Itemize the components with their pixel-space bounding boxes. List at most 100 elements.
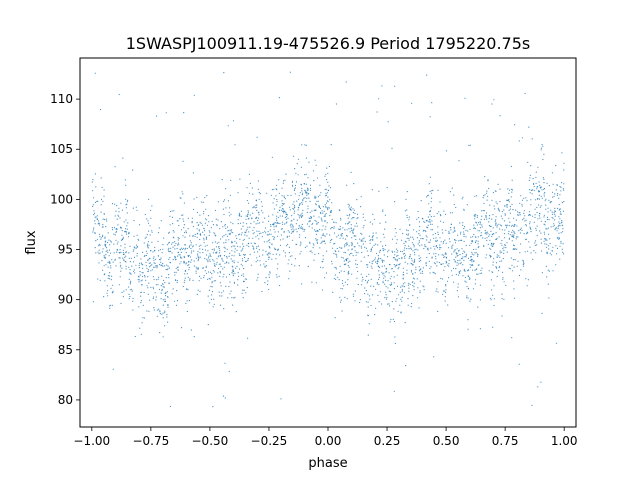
scatter-point — [351, 273, 353, 275]
scatter-point — [502, 258, 504, 260]
scatter-point — [413, 278, 415, 280]
scatter-point — [202, 267, 204, 269]
scatter-point — [302, 228, 304, 230]
scatter-point — [140, 300, 142, 302]
scatter-point — [213, 263, 215, 265]
scatter-point — [562, 228, 564, 230]
scatter-point — [451, 245, 453, 247]
scatter-point — [313, 180, 315, 182]
scatter-point — [522, 219, 524, 221]
scatter-point — [167, 304, 169, 306]
scatter-point — [560, 232, 562, 234]
scatter-point — [372, 260, 374, 262]
scatter-point — [401, 256, 403, 259]
scatter-point — [275, 222, 277, 224]
scatter-point — [159, 313, 161, 315]
scatter-point — [197, 255, 199, 257]
scatter-point — [479, 223, 481, 226]
scatter-point — [221, 259, 223, 261]
scatter-point — [398, 266, 400, 268]
scatter-point — [145, 279, 147, 281]
scatter-point — [503, 246, 505, 248]
scatter-point — [212, 269, 214, 272]
scatter-point — [303, 230, 305, 232]
scatter-point — [349, 213, 351, 216]
scatter-point — [483, 195, 485, 197]
scatter-point — [513, 231, 515, 233]
scatter-point — [143, 317, 145, 319]
scatter-point — [200, 234, 202, 236]
scatter-point — [532, 178, 534, 180]
scatter-point — [402, 285, 404, 287]
scatter-point — [346, 242, 348, 244]
scatter-point — [122, 236, 124, 238]
scatter-point — [395, 259, 397, 261]
scatter-point — [147, 220, 149, 222]
scatter-point — [234, 245, 236, 247]
scatter-point — [128, 298, 130, 300]
scatter-point — [538, 181, 540, 183]
scatter-point — [231, 242, 233, 244]
scatter-point — [460, 262, 462, 264]
scatter-point — [282, 208, 284, 210]
scatter-point — [408, 287, 410, 289]
scatter-point — [314, 195, 316, 197]
scatter-point — [160, 285, 162, 287]
scatter-point — [210, 227, 212, 229]
scatter-point — [285, 218, 287, 220]
scatter-point — [549, 201, 552, 203]
scatter-point — [226, 248, 228, 250]
scatter-point — [468, 275, 470, 278]
scatter-point — [295, 228, 297, 230]
scatter-point — [273, 226, 275, 228]
scatter-point — [344, 246, 346, 248]
scatter-point — [301, 144, 303, 146]
scatter-point — [410, 271, 412, 273]
scatter-point — [532, 258, 534, 260]
scatter-point — [385, 279, 387, 281]
scatter-point — [362, 243, 364, 245]
scatter-point — [411, 302, 413, 305]
scatter-point — [332, 291, 334, 293]
scatter-point — [174, 274, 176, 276]
scatter-point — [127, 236, 130, 238]
scatter-point — [492, 261, 494, 263]
scatter-point — [291, 263, 293, 265]
scatter-point — [283, 195, 285, 197]
scatter-point — [330, 211, 332, 213]
scatter-point — [212, 242, 214, 244]
scatter-point — [402, 274, 405, 276]
scatter-point — [169, 405, 171, 408]
scatter-point — [508, 225, 510, 227]
scatter-point — [120, 264, 122, 266]
scatter-point — [500, 260, 503, 262]
y-tick-label: 85 — [58, 343, 73, 357]
scatter-point — [320, 237, 322, 239]
scatter-point — [513, 234, 515, 236]
scatter-point — [492, 326, 494, 328]
scatter-point — [459, 262, 461, 265]
scatter-point — [563, 183, 565, 185]
scatter-point — [109, 240, 112, 242]
scatter-point — [191, 217, 193, 219]
scatter-point — [498, 223, 500, 225]
scatter-point — [366, 264, 368, 266]
scatter-point — [98, 249, 100, 251]
scatter-point — [309, 242, 311, 244]
scatter-point — [225, 241, 227, 244]
scatter-point — [280, 239, 282, 241]
scatter-point — [297, 209, 299, 211]
scatter-point — [348, 254, 351, 256]
scatter-point — [104, 257, 106, 259]
scatter-point — [484, 194, 486, 196]
scatter-point — [351, 249, 353, 251]
scatter-point — [501, 211, 503, 213]
scatter-point — [470, 298, 472, 300]
scatter-point — [512, 224, 514, 226]
scatter-point — [266, 253, 268, 255]
scatter-point — [112, 229, 114, 231]
scatter-point — [293, 210, 296, 212]
scatter-point — [393, 390, 395, 392]
scatter-point — [282, 238, 284, 240]
scatter-point — [480, 272, 483, 274]
